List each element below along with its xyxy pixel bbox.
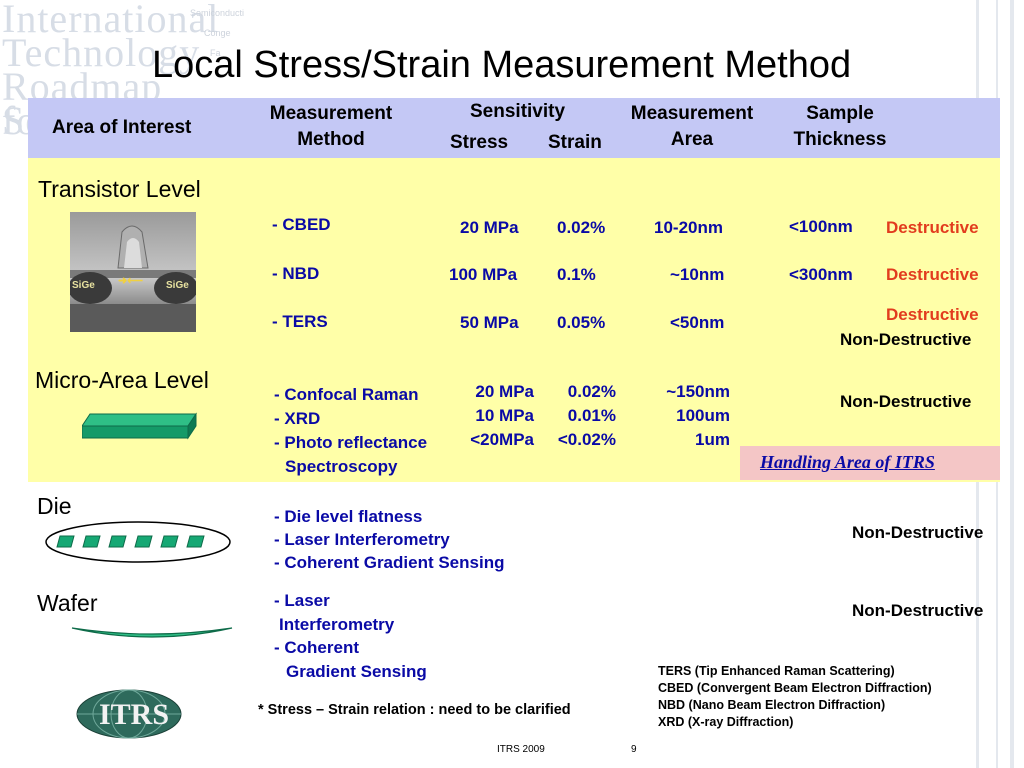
method-cbed: - CBED xyxy=(272,215,331,234)
die-wafer-icon xyxy=(44,520,232,569)
type-wafer: Non-Destructive xyxy=(852,601,984,620)
level-die: Die xyxy=(37,493,72,519)
level-wafer: Wafer xyxy=(37,590,98,616)
transistor-tem-image: SiGe SiGe ➜⟵ xyxy=(68,212,198,332)
abbr-nbd: NBD (Nano Beam Electron Diffraction) xyxy=(658,698,886,712)
type-ters: Destructive xyxy=(886,305,979,324)
strain-nbd: 0.1% xyxy=(557,265,596,284)
abbr-xrd: XRD (X-ray Diffraction) xyxy=(658,715,794,729)
type-micro-area: Non-Destructive xyxy=(840,392,972,411)
sige-label-left: SiGe xyxy=(72,280,95,291)
method-interferometry: Interferometry xyxy=(279,614,395,634)
method-nbd: - NBD xyxy=(272,264,320,283)
area-ters: <50nm xyxy=(670,313,725,332)
header-sensitivity: Sensitivity xyxy=(470,101,566,122)
thickness-nbd: <300nm xyxy=(789,265,853,284)
level-micro-area: Micro-Area Level xyxy=(35,367,209,393)
footer-label: ITRS 2009 xyxy=(497,744,545,755)
type-nbd: Destructive xyxy=(886,265,979,284)
wafer-bow-icon xyxy=(70,624,234,651)
method-coherent: - Coherent xyxy=(274,638,359,657)
header-stress: Stress xyxy=(450,132,509,153)
watermark-text: Conge xyxy=(204,28,231,38)
stress-nbd: 100 MPa xyxy=(449,265,518,284)
stress-cbed: 20 MPa xyxy=(460,218,519,237)
itrs-logo: ITRS xyxy=(70,688,188,740)
method-photo-reflectance: - Photo reflectance xyxy=(274,433,428,452)
slide-title: Local Stress/Strain Measurement Method xyxy=(152,44,852,86)
abbreviation-list: TERS (Tip Enhanced Raman Scattering) CBE… xyxy=(658,663,932,731)
method-laser: - Laser xyxy=(274,591,330,610)
thickness-cbed: <100nm xyxy=(789,217,853,236)
abbr-ters: TERS (Tip Enhanced Raman Scattering) xyxy=(658,664,895,678)
header-measurement-method: Measurement Method xyxy=(269,103,393,150)
header-measurement-area: Measurement Area xyxy=(630,103,754,150)
itrs-logo-text: ITRS xyxy=(99,698,170,731)
watermark-text: Semiconducti xyxy=(190,8,245,18)
method-laser-interferometry: - Laser Interferometry xyxy=(274,530,450,549)
watermark-text: Fa xyxy=(210,48,221,58)
method-ters: - TERS xyxy=(272,312,328,331)
area-nbd: ~10nm xyxy=(670,265,725,284)
method-spectroscopy: Spectroscopy xyxy=(285,457,398,476)
header-area-of-interest: Area of Interest xyxy=(52,117,192,138)
handling-area-badge: Handling Area of ITRS xyxy=(740,446,1000,480)
micro-area-values: ~150nm 100um 1um xyxy=(666,382,730,449)
micro-area-methods: - Confocal Raman - XRD - Photo reflectan… xyxy=(274,383,427,479)
type-ters-2: Non-Destructive xyxy=(840,330,972,349)
header-sample-thickness: Sample Thickness xyxy=(793,103,887,150)
stress-strain-note: * Stress – Strain relation : need to be … xyxy=(258,702,571,718)
method-coherent-gradient-sensing: - Coherent Gradient Sensing xyxy=(274,553,505,572)
micro-stress-values: 20 MPa 10 MPa <20MPa xyxy=(470,382,534,449)
micro-area-slab-icon xyxy=(81,410,198,447)
strain-cbed: 0.02% xyxy=(557,218,606,237)
method-confocal-raman: - Confocal Raman xyxy=(274,385,419,404)
header-strain: Strain xyxy=(548,132,602,153)
itrs-globe-icon xyxy=(76,689,182,739)
method-xrd: - XRD xyxy=(274,409,321,428)
type-cbed: Destructive xyxy=(886,218,979,237)
strain-arrows-icon: ➜⟵ xyxy=(118,275,143,287)
stress-ters: 50 MPa xyxy=(460,313,519,332)
area-cbed: 10-20nm xyxy=(654,218,723,237)
page-number: 9 xyxy=(631,744,637,755)
strain-ters: 0.05% xyxy=(557,313,606,332)
method-gradient-sensing: Gradient Sensing xyxy=(286,661,427,681)
abbr-cbed: CBED (Convergent Beam Electron Diffracti… xyxy=(658,681,932,695)
method-die-level-flatness: - Die level flatness xyxy=(274,507,423,526)
micro-strain-values: 0.02% 0.01% <0.02% xyxy=(557,382,616,449)
level-transistor: Transistor Level xyxy=(38,176,201,202)
type-die: Non-Destructive xyxy=(852,523,984,542)
die-methods: - Die level flatness - Laser Interferome… xyxy=(274,505,504,574)
wafer-methods: - Laser Interferometry - Coherent Gradie… xyxy=(274,589,427,683)
table-header-band xyxy=(28,98,1000,158)
decor-line xyxy=(1010,0,1014,768)
sige-label-right: SiGe xyxy=(166,280,189,291)
